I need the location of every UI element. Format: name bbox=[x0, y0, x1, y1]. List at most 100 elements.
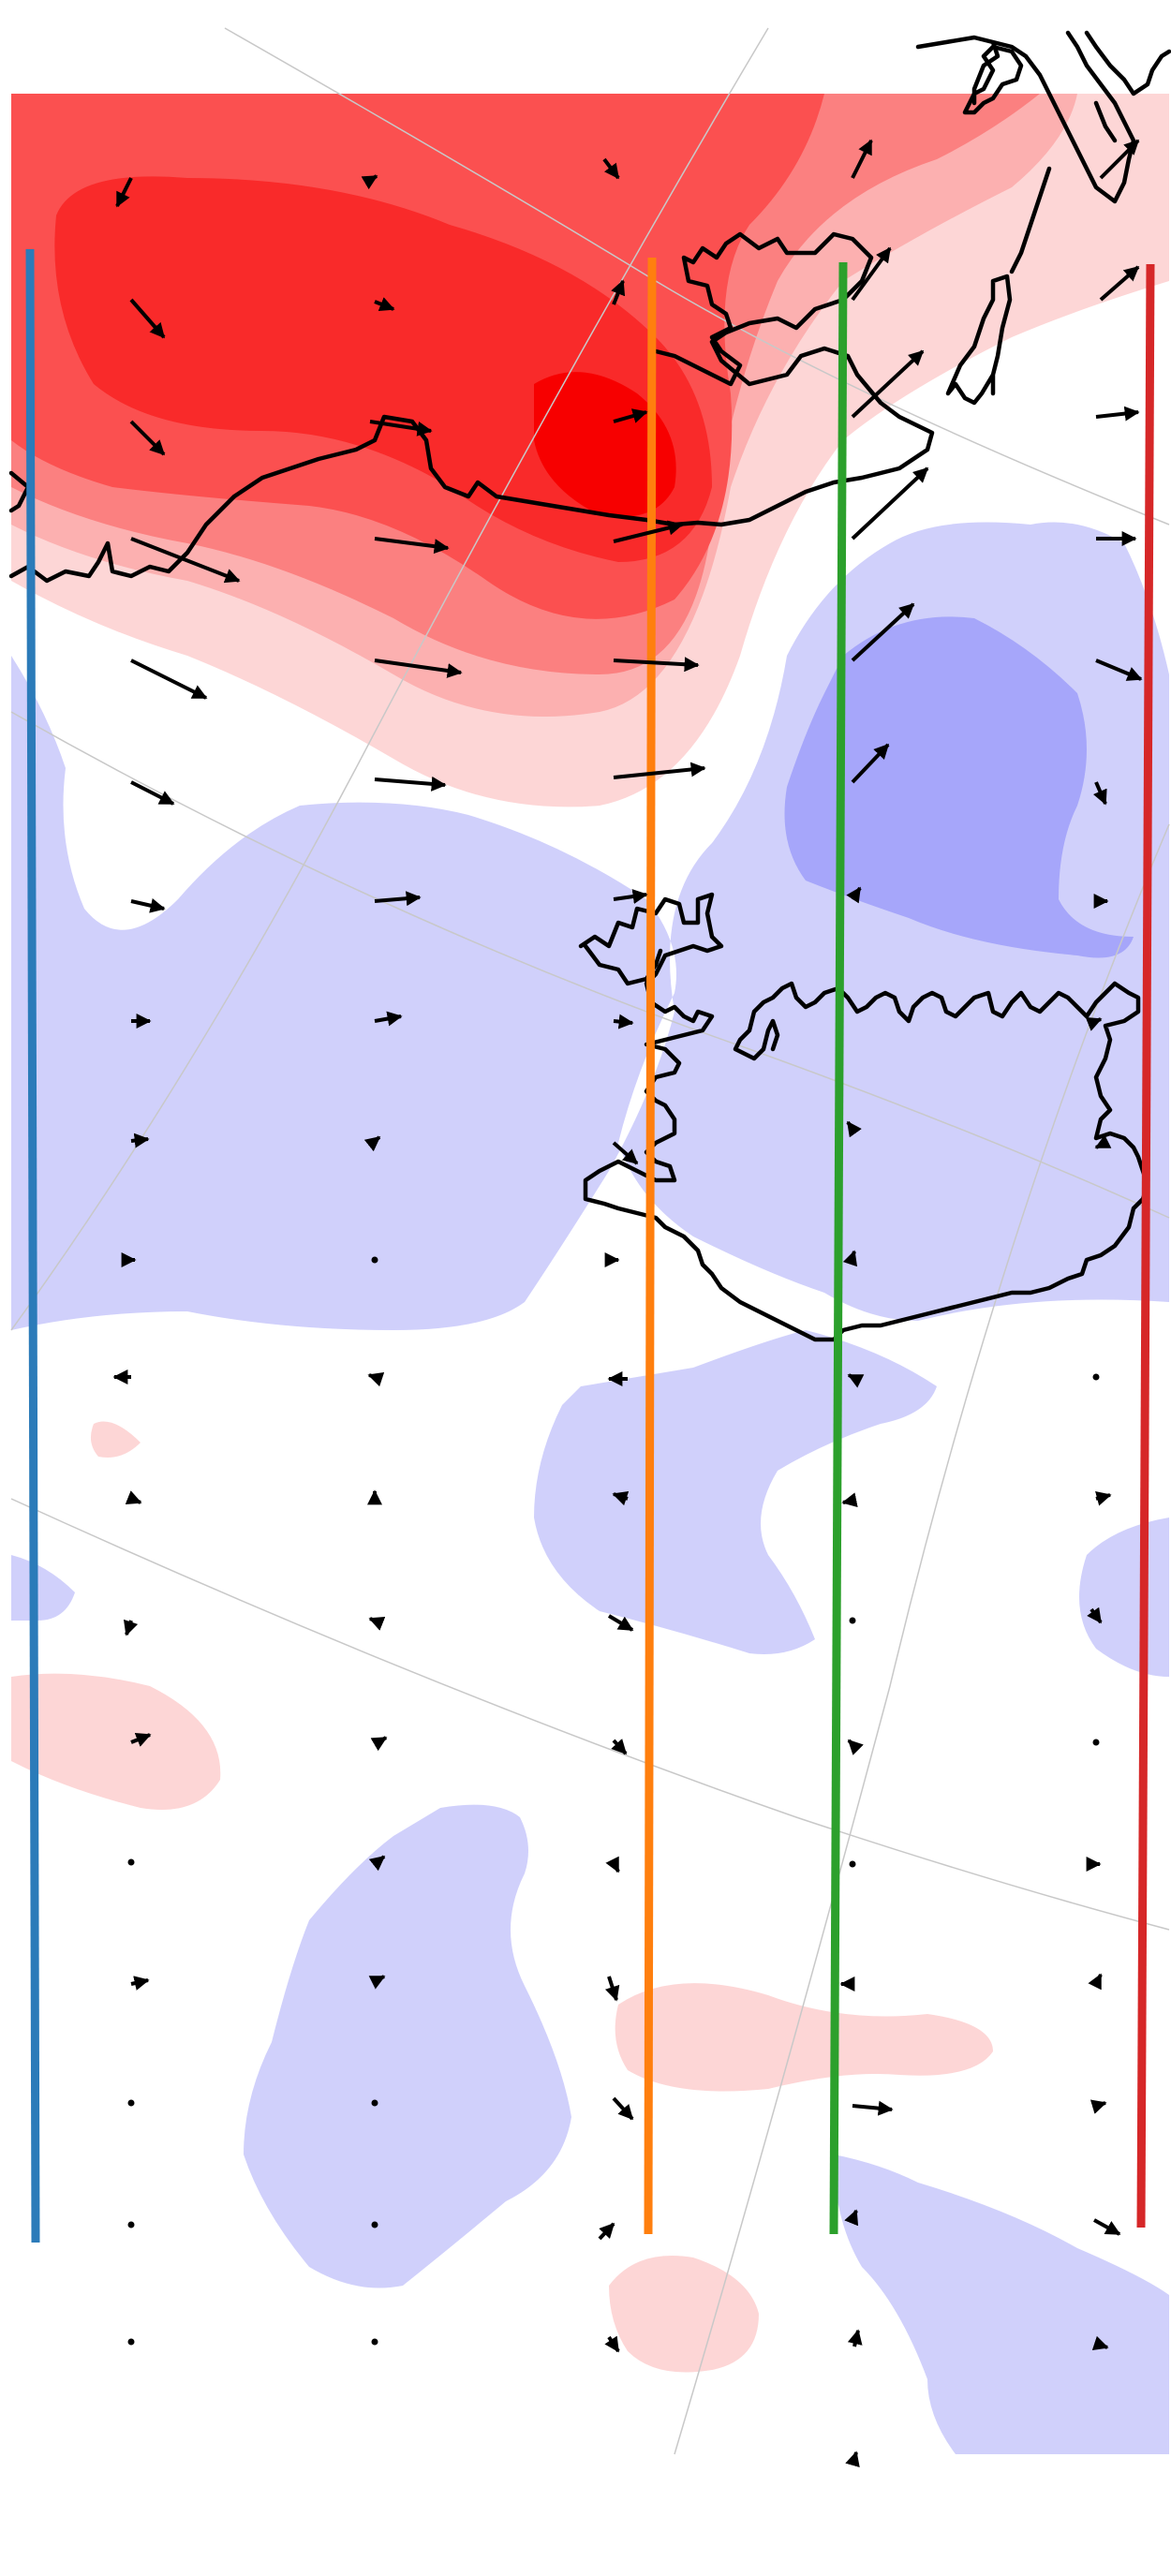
vector-arrow bbox=[598, 2222, 615, 2241]
vector-arrow bbox=[363, 1135, 381, 1152]
vector-arrow bbox=[374, 659, 463, 678]
vector-arrow bbox=[611, 1739, 628, 1755]
vector-arrow bbox=[1099, 265, 1140, 302]
vector-arrow bbox=[613, 520, 684, 543]
vector-arrow bbox=[129, 298, 166, 339]
positive-blob-c bbox=[615, 1983, 993, 2092]
vector-arrow bbox=[1089, 2099, 1107, 2114]
vector-arrow bbox=[844, 2209, 859, 2227]
vector-arrow bbox=[612, 1490, 630, 1506]
vector-arrow bbox=[847, 1373, 865, 1388]
negative-level-2 bbox=[784, 616, 1134, 958]
negative-level-1f bbox=[834, 2154, 1169, 2454]
vector-arrow bbox=[852, 2100, 894, 2116]
negative-level-1b bbox=[534, 1330, 937, 1654]
vector-arrow bbox=[130, 659, 208, 700]
vector-arrow bbox=[129, 420, 166, 456]
positive-blob-b bbox=[11, 1673, 221, 1810]
graticule bbox=[10, 27, 1170, 2455]
vector-arrow bbox=[846, 886, 862, 904]
vector-dot bbox=[127, 1858, 135, 1866]
vector-arrow bbox=[130, 1976, 150, 1991]
vector-arrow bbox=[851, 743, 890, 784]
vector-dot bbox=[371, 1256, 378, 1264]
graticule-line bbox=[10, 711, 1170, 1219]
graticule-line bbox=[674, 823, 1170, 2455]
vector-arrow bbox=[1095, 659, 1143, 681]
vector-arrow bbox=[125, 1490, 142, 1505]
vector-arrow bbox=[368, 1855, 386, 1872]
vector-dot bbox=[127, 2338, 135, 2346]
vector-arrow bbox=[613, 889, 648, 904]
iceland-coastline bbox=[578, 892, 1150, 1342]
greenland-coastline bbox=[8, 44, 1024, 584]
vector-arrow bbox=[605, 1856, 620, 1873]
vector-arrow bbox=[1091, 2335, 1109, 2351]
graticule-line bbox=[10, 1498, 1170, 1931]
transect-green-line bbox=[829, 261, 848, 2235]
vector-arrow bbox=[130, 1732, 152, 1747]
anomaly-contours bbox=[11, 94, 1169, 2454]
vector-arrow bbox=[851, 139, 873, 179]
calm-points bbox=[127, 1256, 1100, 2346]
vector-arrow bbox=[607, 1614, 634, 1632]
vector-dot bbox=[371, 2099, 378, 2107]
vector-arrow bbox=[613, 1014, 634, 1029]
transects bbox=[25, 248, 1155, 2243]
vector-arrow bbox=[842, 1250, 858, 1267]
vector-dot bbox=[127, 2221, 135, 2228]
positive-level-6 bbox=[534, 372, 676, 517]
transect-blue-line bbox=[25, 248, 40, 2243]
vector-arrow bbox=[847, 1739, 864, 1755]
vector-arrow bbox=[374, 1011, 403, 1027]
vector-arrow bbox=[851, 349, 925, 419]
vector-dot bbox=[849, 1860, 856, 1868]
vector-arrow bbox=[846, 1120, 862, 1138]
vector-arrow bbox=[361, 174, 378, 190]
vector-arrow bbox=[130, 897, 166, 913]
vector-arrow bbox=[130, 780, 175, 806]
vector-arrow bbox=[1087, 1606, 1103, 1624]
vector-arrow bbox=[374, 891, 422, 907]
vector-arrow bbox=[123, 1619, 139, 1636]
negative-level-1e bbox=[244, 1804, 571, 2288]
vector-arrow bbox=[612, 1141, 639, 1165]
vector-arrow bbox=[1099, 139, 1140, 180]
vector-arrow bbox=[851, 466, 929, 540]
vector-arrow bbox=[602, 157, 620, 180]
negative-level-1d bbox=[1079, 1517, 1169, 1677]
vector-arrow bbox=[851, 246, 892, 302]
vector-arrow bbox=[851, 602, 915, 662]
vector-dot bbox=[127, 2099, 135, 2107]
vector-arrow bbox=[374, 776, 447, 792]
vector-arrow bbox=[847, 2329, 863, 2347]
vector-arrow bbox=[1088, 1973, 1103, 1991]
positive-blob-a bbox=[90, 1421, 141, 1458]
vector-dot bbox=[371, 2221, 378, 2228]
vector-arrow bbox=[612, 2096, 634, 2121]
vector-dot bbox=[371, 2338, 378, 2346]
vector-dot bbox=[1092, 1373, 1100, 1381]
vector-arrow bbox=[368, 1616, 386, 1631]
graticule-line bbox=[10, 27, 769, 1331]
vector-arrow bbox=[1085, 1016, 1103, 1031]
vector-arrow bbox=[369, 420, 433, 437]
vector-arrow bbox=[1092, 781, 1107, 806]
transect-orange-line bbox=[644, 257, 657, 2235]
vector-arrow bbox=[604, 2335, 620, 2353]
vector-dot bbox=[1092, 1739, 1100, 1746]
vector-arrow bbox=[613, 762, 706, 779]
vector-arrow bbox=[370, 1736, 388, 1752]
positive-blob-d bbox=[609, 2256, 759, 2373]
vector-dot bbox=[849, 1617, 856, 1624]
vector-arrow bbox=[1093, 2218, 1121, 2236]
vector-arrow bbox=[604, 1976, 620, 2002]
vector-arrow bbox=[115, 177, 133, 208]
vector-arrow bbox=[130, 537, 241, 584]
vector-arrow bbox=[613, 408, 648, 423]
vector-arrow bbox=[130, 1133, 150, 1148]
vector-arrow bbox=[611, 279, 626, 305]
vector-field bbox=[112, 139, 1143, 2468]
vector-arrow bbox=[374, 297, 395, 312]
